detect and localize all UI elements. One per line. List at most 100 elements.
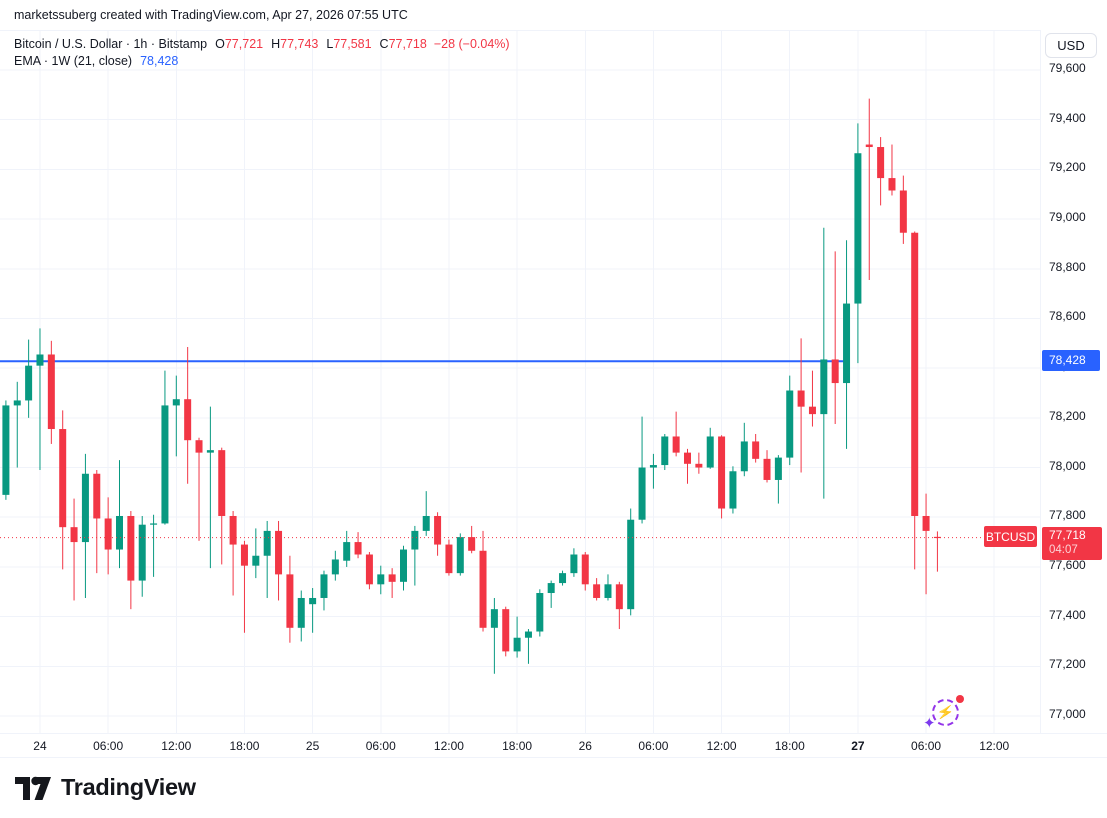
price-tick-label: 78,000 bbox=[1049, 458, 1086, 473]
candle bbox=[354, 532, 362, 559]
symbol-price-line-tag: BTCUSD bbox=[984, 526, 1037, 548]
price-tick-label: 79,400 bbox=[1049, 110, 1086, 125]
candle bbox=[581, 552, 589, 591]
candle bbox=[434, 512, 442, 556]
candle bbox=[25, 339, 33, 418]
candle bbox=[831, 251, 839, 425]
candle bbox=[513, 616, 521, 658]
candle bbox=[854, 123, 862, 364]
time-tick-label: 06:00 bbox=[365, 739, 396, 753]
candle bbox=[422, 491, 430, 536]
time-tick-label: 18:00 bbox=[774, 739, 805, 753]
candle bbox=[638, 416, 646, 524]
tradingview-logo-icon bbox=[15, 776, 51, 800]
time-tick-label: 24 bbox=[33, 739, 47, 753]
time-tick-label: 18:00 bbox=[229, 739, 260, 753]
time-tick-label: 12:00 bbox=[706, 739, 737, 753]
candle bbox=[150, 514, 158, 577]
candle bbox=[524, 629, 532, 664]
candle bbox=[275, 520, 283, 601]
candle bbox=[888, 144, 896, 196]
candle bbox=[843, 240, 851, 449]
tradingview-wordmark: TradingView bbox=[61, 773, 196, 800]
candle bbox=[763, 450, 771, 483]
bar-countdown: 04:07 bbox=[1049, 544, 1078, 557]
candle bbox=[116, 460, 123, 569]
price-axis[interactable]: USD 79,600 79,400 79,200 79,000 78,800 78,600… bbox=[1040, 30, 1107, 757]
price-tick-label: 79,600 bbox=[1049, 61, 1086, 75]
candle bbox=[808, 370, 816, 427]
ema-title: EMA · 1W (21, close) bbox=[14, 54, 133, 68]
ema-value: 78,428 bbox=[140, 54, 179, 68]
candle bbox=[684, 448, 691, 484]
candle bbox=[218, 447, 226, 565]
candle bbox=[127, 511, 135, 610]
candle bbox=[172, 375, 180, 457]
flash-event-marker-icon[interactable]: ⚡ ✦ bbox=[923, 695, 968, 735]
chart-legend: Bitcoin / U.S. Dollar · 1h · Bitstamp O77… bbox=[14, 36, 510, 70]
price-tick-label: 78,200 bbox=[1049, 408, 1086, 423]
price-tick-label: 77,000 bbox=[1049, 707, 1086, 721]
candle bbox=[729, 466, 737, 514]
price-chart-pane[interactable] bbox=[0, 30, 1040, 734]
time-axis[interactable]: 24 06:00 12:00 18:00 25 06:00 12:00 18:00 26 06:0… bbox=[0, 733, 1107, 758]
time-tick-label: 12:00 bbox=[979, 739, 1010, 753]
symbol-legend-row: Bitcoin / U.S. Dollar · 1h · Bitstamp O77… bbox=[14, 36, 510, 53]
candle bbox=[559, 570, 567, 586]
candle bbox=[195, 437, 203, 541]
price-tick-label: 79,000 bbox=[1049, 210, 1086, 225]
candle bbox=[752, 433, 760, 463]
last-price-label: 77,718 04:07 bbox=[1042, 526, 1102, 560]
candle bbox=[286, 555, 294, 643]
open-value: 77,721 bbox=[224, 37, 264, 51]
candle bbox=[47, 340, 55, 444]
time-tick-label: 06:00 bbox=[638, 739, 669, 753]
price-tick-label: 77,800 bbox=[1049, 508, 1086, 523]
candle bbox=[922, 493, 930, 595]
candle bbox=[138, 515, 146, 597]
candle bbox=[695, 452, 703, 474]
time-tick-label: 12:00 bbox=[161, 739, 192, 753]
currency-toggle-button[interactable]: USD bbox=[1045, 33, 1097, 58]
candle bbox=[343, 530, 351, 567]
change-value: −28 (−0.04%) bbox=[433, 37, 510, 51]
candle bbox=[797, 338, 805, 473]
price-tick-label: 77,600 bbox=[1049, 557, 1086, 572]
price-tick-label: 78,600 bbox=[1049, 309, 1086, 324]
price-tick-label: 78,800 bbox=[1049, 259, 1086, 274]
candle bbox=[865, 98, 873, 280]
candle bbox=[161, 370, 169, 525]
candlestick-chart[interactable] bbox=[0, 31, 1040, 734]
candle bbox=[252, 528, 260, 579]
candle bbox=[604, 574, 612, 601]
candle bbox=[36, 328, 44, 471]
candle bbox=[479, 530, 487, 632]
candle bbox=[536, 589, 544, 637]
attribution-text: marketssuberg created with TradingView.c… bbox=[14, 8, 408, 22]
close-label: C bbox=[379, 37, 389, 51]
time-tick-label: 25 bbox=[305, 739, 320, 753]
candle bbox=[13, 381, 21, 468]
time-tick-label: 06:00 bbox=[93, 739, 124, 753]
low-label: L bbox=[326, 37, 334, 51]
candle bbox=[786, 375, 794, 466]
candle bbox=[297, 590, 305, 642]
candle bbox=[93, 470, 101, 574]
candle bbox=[933, 531, 941, 572]
candle bbox=[456, 533, 464, 576]
candle bbox=[593, 578, 601, 601]
time-tick-label: 06:00 bbox=[911, 739, 942, 753]
candle bbox=[570, 548, 578, 577]
low-value: 77,581 bbox=[333, 37, 372, 51]
candle bbox=[184, 347, 192, 484]
symbol-title: Bitcoin / U.S. Dollar · 1h · Bitstamp bbox=[14, 37, 208, 51]
candle bbox=[706, 427, 714, 469]
candle bbox=[820, 227, 828, 499]
candle bbox=[899, 175, 907, 244]
tradingview-logo-link[interactable]: TradingView bbox=[14, 770, 196, 804]
candle bbox=[70, 498, 78, 601]
candle bbox=[331, 550, 339, 581]
candle bbox=[263, 520, 271, 598]
price-tick-label: 77,200 bbox=[1049, 657, 1086, 672]
